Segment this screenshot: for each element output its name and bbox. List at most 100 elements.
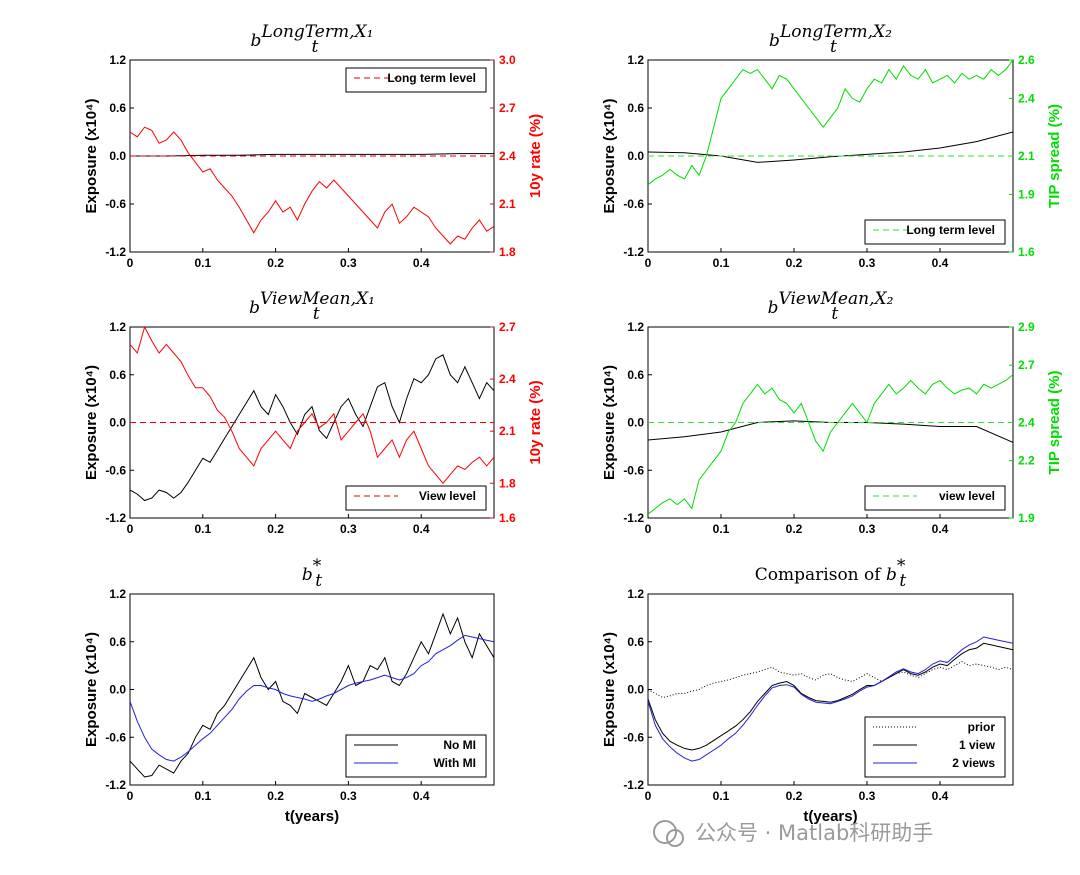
- y-tick-label: 0.0: [627, 149, 644, 163]
- legend-label: 2 views: [952, 756, 995, 770]
- right-tick-label: 2.7: [499, 320, 516, 334]
- series-line-10y-rate: [130, 327, 494, 485]
- y-tick-label: 1.2: [627, 320, 644, 334]
- right-tick-label: 2.9: [1018, 320, 1035, 334]
- series-line-prior: [648, 661, 1013, 699]
- x-tick-label: 0.3: [859, 522, 876, 536]
- legend: Long term level: [864, 219, 1006, 245]
- x-tick-label: 0.1: [194, 789, 211, 803]
- wechat-icon: [653, 820, 677, 844]
- y-tick-label: 0.0: [109, 683, 126, 697]
- legend-box: [345, 67, 487, 93]
- x-tick-label: 0.1: [713, 256, 730, 270]
- legend: prior 1 view 2 views: [864, 716, 1006, 778]
- legend-box: [345, 734, 487, 778]
- right-tick-label: 3.0: [499, 53, 516, 67]
- watermark: 公众号 · Matlab科研助手: [653, 820, 933, 847]
- chart-title: bViewMean,X₁ t: [249, 289, 375, 324]
- x-axis-label: t(years): [803, 808, 857, 825]
- chart-panel-3: 0 0.1 0.2 0.3 0.4 -1.2 -0.6 0.0 0.6 1.2 Exposure (…: [83, 289, 544, 536]
- x-tick-label: 0.2: [786, 789, 803, 803]
- x-tick-label: 0.3: [859, 789, 876, 803]
- legend-label: No MI: [443, 738, 476, 752]
- y-tick-label: 1.2: [627, 53, 644, 67]
- y-tick-label: -0.6: [105, 463, 126, 477]
- chart-title: Comparison of b* t: [755, 556, 907, 591]
- series-line-exposure: [648, 131, 1013, 163]
- series-line-no-mi: [130, 612, 494, 778]
- y-tick-label: 1.2: [109, 320, 126, 334]
- series-line-2-views: [648, 636, 1013, 762]
- x-tick-label: 0.1: [194, 522, 211, 536]
- right-axis-label: TIP spread (%): [1046, 104, 1063, 208]
- watermark-text: 公众号 · Matlab科研助手: [695, 821, 933, 845]
- y-axis-label: Exposure (x10⁴): [601, 99, 618, 214]
- y-tick-label: -1.2: [105, 511, 126, 525]
- chart-panel-1: 0 0.1 0.2 0.3 0.4 -1.2 -0.6 0.0 0.6 1.2 Exposure (…: [83, 22, 544, 270]
- right-tick-label: 1.6: [1018, 245, 1035, 259]
- y-tick-label: 0.0: [109, 416, 126, 430]
- chart-panel-5: 0 0.1 0.2 0.3 0.4 -1.2 -0.6 0.0 0.6 1.2 Exposure (…: [83, 556, 495, 825]
- legend-label: 1 view: [959, 738, 996, 752]
- y-tick-label: 0.6: [109, 368, 126, 382]
- y-axis-label: Exposure (x10⁴): [601, 632, 618, 747]
- x-tick-label: 0.4: [413, 256, 430, 270]
- x-tick-label: 0.1: [713, 789, 730, 803]
- chart-title: bLongTerm,X₁ t: [251, 22, 374, 57]
- y-axis-label: Exposure (x10⁴): [601, 365, 618, 480]
- right-tick-label: 2.7: [1018, 358, 1035, 372]
- x-tick-label: 0.3: [859, 256, 876, 270]
- right-tick-label: 2.4: [1018, 416, 1035, 430]
- right-tick-label: 1.6: [499, 511, 516, 525]
- x-tick-label: 0.4: [413, 522, 430, 536]
- x-tick-label: 0: [645, 522, 652, 536]
- y-tick-label: -1.2: [623, 511, 644, 525]
- wechat-icon-inner: [666, 829, 684, 847]
- y-axis-label: Exposure (x10⁴): [83, 99, 100, 214]
- y-tick-label: 0.0: [627, 683, 644, 697]
- y-tick-label: -1.2: [623, 778, 644, 792]
- right-tick-label: 2.2: [1018, 454, 1035, 468]
- series-line-exposure: [130, 354, 494, 502]
- y-tick-label: -0.6: [105, 730, 126, 744]
- right-tick-label: 1.9: [1018, 187, 1035, 201]
- y-tick-label: 0.6: [627, 635, 644, 649]
- legend: view level: [864, 485, 1006, 511]
- right-tick-label: 2.6: [1018, 53, 1035, 67]
- x-tick-label: 0: [127, 522, 134, 536]
- legend-label: Long term level: [906, 223, 995, 237]
- right-tick-label: 2.4: [499, 372, 516, 386]
- x-tick-label: 0: [645, 789, 652, 803]
- right-axis-label: 10y rate (%): [527, 114, 544, 198]
- y-tick-label: 0.6: [627, 101, 644, 115]
- y-axis-label: Exposure (x10⁴): [83, 365, 100, 480]
- right-axis-label: 10y rate (%): [527, 380, 544, 464]
- right-tick-label: 2.4: [1018, 91, 1035, 105]
- chart-title: bLongTerm,X₂ t: [769, 22, 892, 57]
- y-tick-label: 0.6: [109, 635, 126, 649]
- y-tick-label: -0.6: [105, 197, 126, 211]
- y-tick-label: -1.2: [105, 245, 126, 259]
- legend: Long term level: [345, 67, 487, 93]
- x-tick-label: 0.3: [340, 256, 357, 270]
- right-tick-label: 1.8: [499, 245, 516, 259]
- y-tick-label: -0.6: [623, 730, 644, 744]
- x-tick-label: 0.2: [267, 789, 284, 803]
- y-tick-label: 1.2: [109, 53, 126, 67]
- x-tick-label: 0.1: [194, 256, 211, 270]
- y-tick-label: 0.6: [627, 368, 644, 382]
- x-tick-label: 0.4: [932, 256, 949, 270]
- right-tick-label: 2.4: [499, 149, 516, 163]
- x-tick-label: 0.3: [340, 522, 357, 536]
- series-line-10y-rate: [130, 126, 494, 245]
- right-tick-label: 2.1: [499, 197, 516, 211]
- x-tick-label: 0.4: [932, 789, 949, 803]
- x-tick-label: 0: [127, 256, 134, 270]
- legend-label: With MI: [433, 756, 476, 770]
- legend: View level: [345, 485, 487, 511]
- right-axis-label: TIP spread (%): [1046, 371, 1063, 475]
- chart-title: bViewMean,X₂ t: [768, 289, 894, 324]
- y-tick-label: -0.6: [623, 463, 644, 477]
- series-line-tip-spread: [648, 374, 1013, 515]
- y-tick-label: 0.0: [109, 149, 126, 163]
